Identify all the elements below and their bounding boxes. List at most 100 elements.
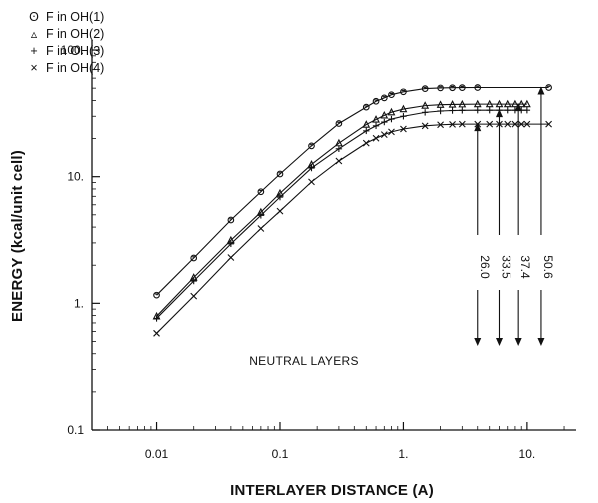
circle-marker: [308, 142, 315, 150]
x-marker-line-b: [227, 254, 235, 261]
value-arrowhead-down: [495, 338, 503, 346]
triangle-marker: [387, 107, 396, 116]
triangle-marker: [421, 101, 430, 109]
axes-layer: 0.01 0.1 1. 10. 0.1 1. 10. 100.: [61, 40, 576, 461]
legend-symbol: +: [30, 44, 37, 58]
circle-marker: [458, 84, 466, 91]
circle-marker: [421, 85, 429, 92]
x-axis-label: INTERLAYER DISTANCE (A): [230, 482, 434, 499]
y-tick-label: 10.: [67, 170, 84, 184]
circle-marker: [335, 120, 343, 127]
x-marker-line-b: [421, 122, 429, 130]
x-tick-label: 0.01: [145, 447, 169, 461]
circle-marker: [437, 84, 444, 92]
triangle-marker: [511, 99, 519, 108]
series-layer: [152, 84, 553, 337]
legend-label: F in OH(2): [46, 27, 104, 41]
value-label-background: [510, 235, 527, 290]
x-marker-line-b: [504, 120, 512, 128]
x-marker-line-b: [400, 125, 407, 133]
x-marker-line-b: [372, 134, 380, 142]
x-marker-line-b: [523, 120, 531, 128]
value-arrowhead-down: [514, 338, 522, 346]
x-marker-line-b: [511, 120, 519, 128]
x-marker-line-b: [449, 120, 456, 128]
circle-marker: [257, 188, 265, 196]
x-tick-label: 0.1: [272, 447, 289, 461]
x-marker-line-b: [545, 120, 553, 128]
circle-marker: [227, 216, 235, 224]
x-marker-line-b: [153, 329, 160, 337]
triangle-marker: [503, 99, 512, 108]
y-axis-label: ENERGY (kcal/unit cell): [9, 150, 26, 322]
circle-marker: [449, 84, 456, 92]
triangle-marker: [372, 115, 380, 123]
triangle-marker: [473, 99, 482, 108]
x-marker-line-b: [335, 157, 343, 165]
circle-marker: [372, 97, 380, 105]
legend-label: F in OH(1): [46, 10, 104, 24]
series-line: [156, 123, 549, 334]
value-label-background: [532, 235, 549, 290]
circle-marker: [190, 254, 198, 262]
circle-marker: [380, 94, 388, 102]
series-group: [153, 106, 531, 322]
x-marker-line-b: [276, 207, 284, 215]
series-group: [153, 120, 553, 337]
x-tick-label: 1.: [398, 447, 408, 461]
series-line: [156, 86, 549, 296]
value-label-background: [469, 235, 486, 290]
series-line: [156, 103, 527, 317]
circle-marker: [545, 84, 552, 91]
circle-marker: [474, 84, 482, 91]
legend-label: F in OH(3): [46, 44, 104, 58]
y-tick-label: 100.: [61, 43, 84, 57]
circle-marker: [362, 103, 370, 111]
legend-symbol: ʘ: [29, 10, 39, 24]
triangle-marker: [522, 99, 531, 108]
value-arrowhead-up: [514, 103, 522, 112]
x-marker-line-b: [362, 139, 370, 147]
triangle-marker: [380, 110, 389, 119]
legend-layer: ʘ F in OH(1) ▵ F in OH(2) + F in OH(3) × F in O…: [29, 10, 104, 75]
value-arrowhead-up: [495, 109, 503, 118]
circle-marker: [400, 88, 407, 96]
legend-symbol: ▵: [31, 27, 38, 41]
triangle-marker: [458, 99, 467, 108]
value-arrowhead-down: [537, 338, 545, 346]
legend-symbol: ×: [30, 61, 37, 75]
triangle-marker: [517, 99, 526, 108]
y-tick-label: 0.1: [67, 423, 84, 437]
series-group: [153, 84, 552, 299]
x-marker-line-b: [380, 131, 388, 138]
x-marker-line-b: [388, 128, 395, 136]
triangle-marker: [362, 120, 371, 128]
x-marker-line-b: [437, 121, 444, 129]
energy-value-label: 37.4: [518, 255, 532, 279]
triangle-marker: [399, 104, 408, 113]
x-tick-label: 10.: [519, 447, 536, 461]
triangle-marker: [495, 99, 504, 108]
circle-marker: [153, 291, 160, 299]
x-marker-line-b: [486, 120, 494, 128]
legend-label: F in OH(4): [46, 61, 104, 75]
y-tick-label: 1.: [74, 296, 84, 310]
x-marker-line-b: [190, 292, 198, 300]
energy-value-label: 33.5: [499, 255, 513, 279]
circle-marker: [276, 170, 284, 178]
circle-marker: [388, 91, 395, 99]
annotation-layer: 26.0 33.5 37.4 50.6: [469, 86, 555, 346]
triangle-marker: [485, 99, 494, 108]
energy-value-label: 26.0: [478, 255, 492, 279]
triangle-marker: [448, 100, 457, 108]
energy-value-label: 50.6: [541, 255, 555, 279]
x-marker-line-b: [308, 178, 315, 186]
value-arrowhead-down: [474, 338, 482, 346]
value-arrowhead-up: [474, 123, 482, 132]
x-marker-line-b: [517, 120, 525, 128]
x-marker-line-b: [257, 225, 265, 232]
triangle-marker: [436, 100, 445, 108]
neutral-layers-label: NEUTRAL LAYERS: [249, 354, 359, 368]
